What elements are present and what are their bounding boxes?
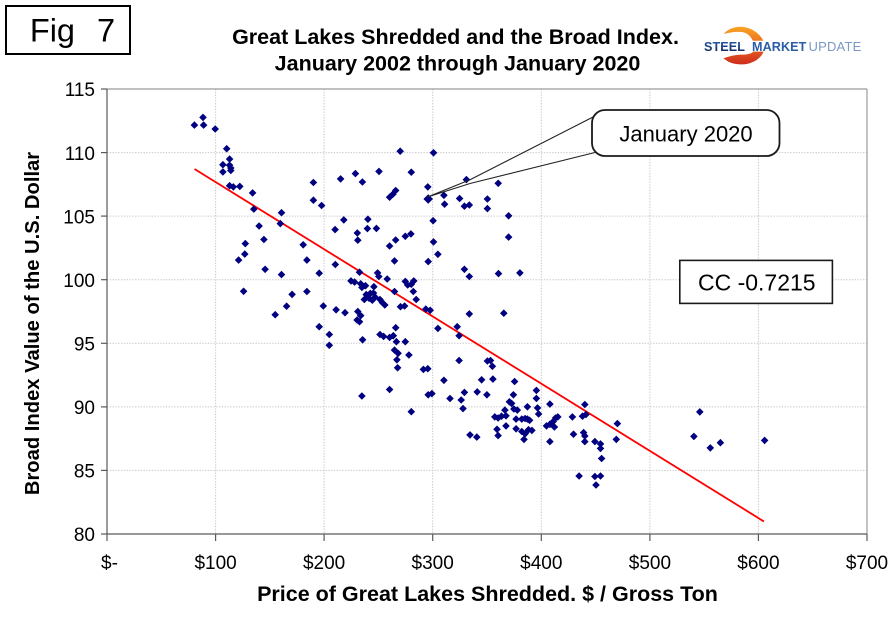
svg-text:$200: $200 bbox=[303, 553, 345, 574]
svg-text:100: 100 bbox=[63, 271, 95, 292]
svg-text:STEEL: STEEL bbox=[704, 40, 745, 54]
svg-text:Price of Great Lakes Shredded.: Price of Great Lakes Shredded. $ / Gross… bbox=[257, 582, 718, 606]
svg-text:CC -0.7215: CC -0.7215 bbox=[698, 270, 816, 296]
svg-text:January 2002 through January 2: January 2002 through January 2020 bbox=[275, 51, 641, 75]
svg-text:MARKET: MARKET bbox=[752, 40, 807, 54]
svg-text:Broad Index Value of the U.S.: Broad Index Value of the U.S. Dollar bbox=[22, 152, 44, 495]
svg-text:Fig 7: Fig 7 bbox=[30, 13, 115, 49]
svg-text:80: 80 bbox=[74, 525, 95, 546]
svg-text:95: 95 bbox=[74, 335, 95, 356]
svg-text:$300: $300 bbox=[412, 553, 454, 574]
svg-text:90: 90 bbox=[74, 398, 95, 419]
svg-text:$-: $- bbox=[101, 553, 118, 574]
svg-text:115: 115 bbox=[65, 80, 95, 101]
svg-text:105: 105 bbox=[63, 207, 95, 228]
svg-text:$400: $400 bbox=[520, 553, 562, 574]
svg-text:Great Lakes Shredded and the B: Great Lakes Shredded and the Broad Index… bbox=[232, 25, 679, 49]
svg-text:85: 85 bbox=[74, 462, 95, 483]
svg-text:110: 110 bbox=[65, 144, 95, 165]
svg-text:$600: $600 bbox=[737, 553, 779, 574]
svg-text:$700: $700 bbox=[846, 553, 888, 574]
svg-text:UPDATE: UPDATE bbox=[809, 39, 862, 54]
svg-text:$500: $500 bbox=[629, 553, 671, 574]
svg-text:$100: $100 bbox=[194, 553, 236, 574]
svg-text:January 2020: January 2020 bbox=[619, 121, 752, 146]
